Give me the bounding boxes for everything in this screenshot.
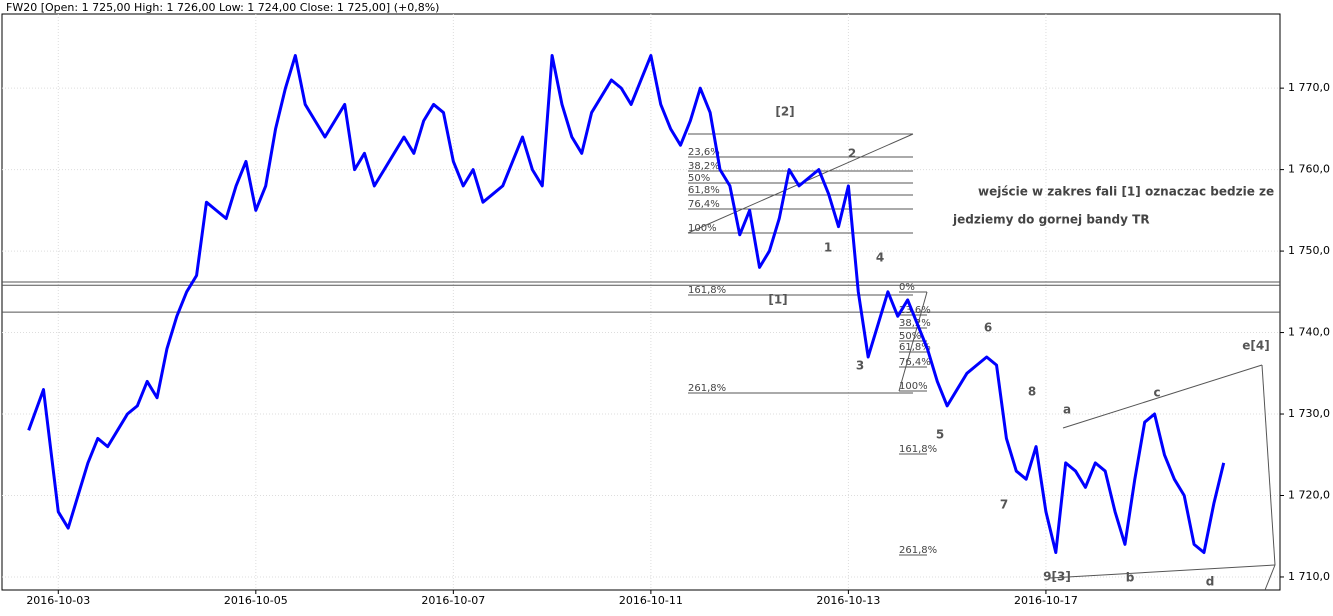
y-tick-label: 1 740,0 xyxy=(1288,326,1330,339)
fib-label: 61,8% xyxy=(899,342,931,353)
wave-label: 1 xyxy=(824,241,832,255)
y-tick-label: 1 730,0 xyxy=(1288,407,1330,420)
y-tick-label: 1 720,0 xyxy=(1288,488,1330,501)
fib-label: 100% xyxy=(688,223,717,234)
trend-line xyxy=(1264,564,1276,591)
y-tick-label: 1 750,0 xyxy=(1288,244,1330,257)
trend-line xyxy=(1062,364,1263,429)
annotation: wejście w zakres fali [1] oznaczac bedzi… xyxy=(978,185,1274,199)
fib-label: 61,8% xyxy=(688,185,720,196)
wave-label: 8 xyxy=(1028,385,1036,399)
wave-label: a xyxy=(1063,403,1071,417)
fib-label: 38,2% xyxy=(688,161,720,172)
fib-label: 50% xyxy=(688,173,710,184)
price-line xyxy=(27,54,1226,555)
trend-line xyxy=(1049,564,1276,579)
wave-label: 4 xyxy=(876,251,884,265)
y-tick-label: 1 770,0 xyxy=(1288,81,1330,94)
y-tick-label: 1 760,0 xyxy=(1288,163,1330,176)
chart-title: FW20 [Open: 1 725,00 High: 1 726,00 Low:… xyxy=(6,1,439,14)
fib-label: 0% xyxy=(899,282,915,293)
annotation: jedziemy do gornej bandy TR xyxy=(952,213,1150,227)
fib-label: 161,8% xyxy=(688,285,726,296)
fib-label: 50% xyxy=(899,331,921,342)
wave-label: 7 xyxy=(1000,498,1008,512)
x-tick-label: 2016-10-11 xyxy=(619,594,683,607)
fib-label: 38,2% xyxy=(899,318,931,329)
x-tick-label: 2016-10-13 xyxy=(816,594,880,607)
y-tick-label: 1 710,0 xyxy=(1288,570,1330,583)
wave-label: d xyxy=(1206,575,1215,589)
x-tick-label: 2016-10-05 xyxy=(224,594,288,607)
wave-label: [1] xyxy=(768,293,787,307)
fib-label: 161,8% xyxy=(899,444,937,455)
x-tick-label: 2016-10-17 xyxy=(1014,594,1078,607)
wave-label: e[4] xyxy=(1242,339,1269,353)
fib-label: 23,6% xyxy=(688,147,720,158)
trend-line xyxy=(1261,364,1276,566)
fib-label: 76,4% xyxy=(688,199,720,210)
wave-label: [2] xyxy=(775,105,794,119)
fib-label: 100% xyxy=(899,381,928,392)
x-tick-label: 2016-10-03 xyxy=(26,594,90,607)
fib-label: 261,8% xyxy=(688,383,726,394)
fib-label: 261,8% xyxy=(899,545,937,556)
fib-label: 23,6% xyxy=(899,305,931,316)
x-tick-label: 2016-10-07 xyxy=(421,594,485,607)
wave-label: 9[3] xyxy=(1043,570,1071,584)
trend-line xyxy=(898,291,928,392)
wave-label: c xyxy=(1153,386,1160,400)
wave-label: 6 xyxy=(984,321,992,335)
wave-label: b xyxy=(1126,571,1135,585)
wave-label: 5 xyxy=(936,428,944,442)
wave-label: 2 xyxy=(848,147,856,161)
fib-label: 76,4% xyxy=(899,357,931,368)
plot-frame xyxy=(1,13,1281,591)
wave-label: 3 xyxy=(856,359,864,373)
